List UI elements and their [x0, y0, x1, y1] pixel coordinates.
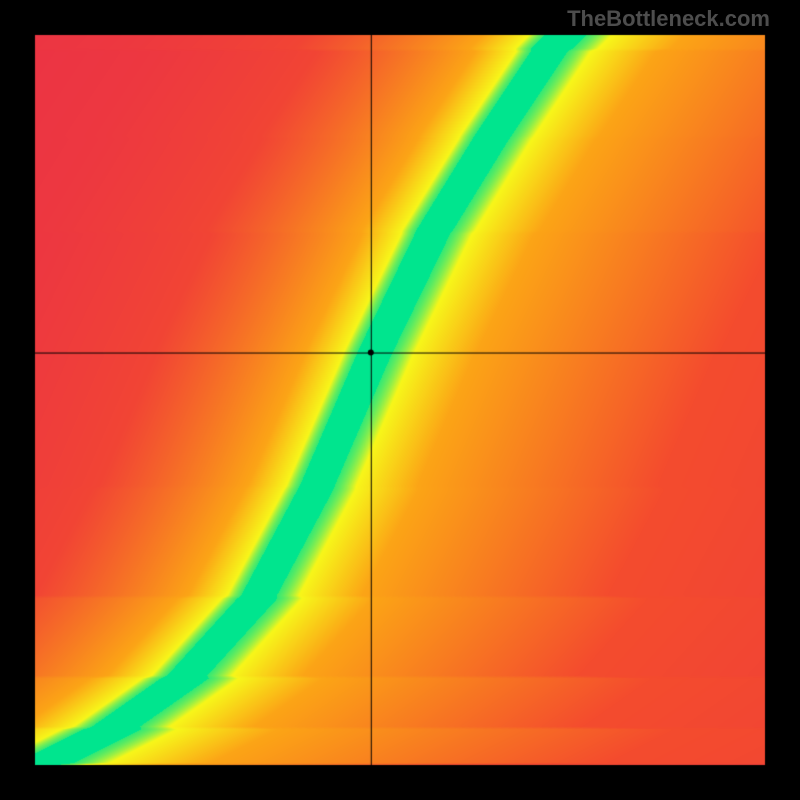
heatmap-canvas — [0, 0, 800, 800]
watermark-text: TheBottleneck.com — [567, 6, 770, 32]
chart-frame: TheBottleneck.com — [0, 0, 800, 800]
